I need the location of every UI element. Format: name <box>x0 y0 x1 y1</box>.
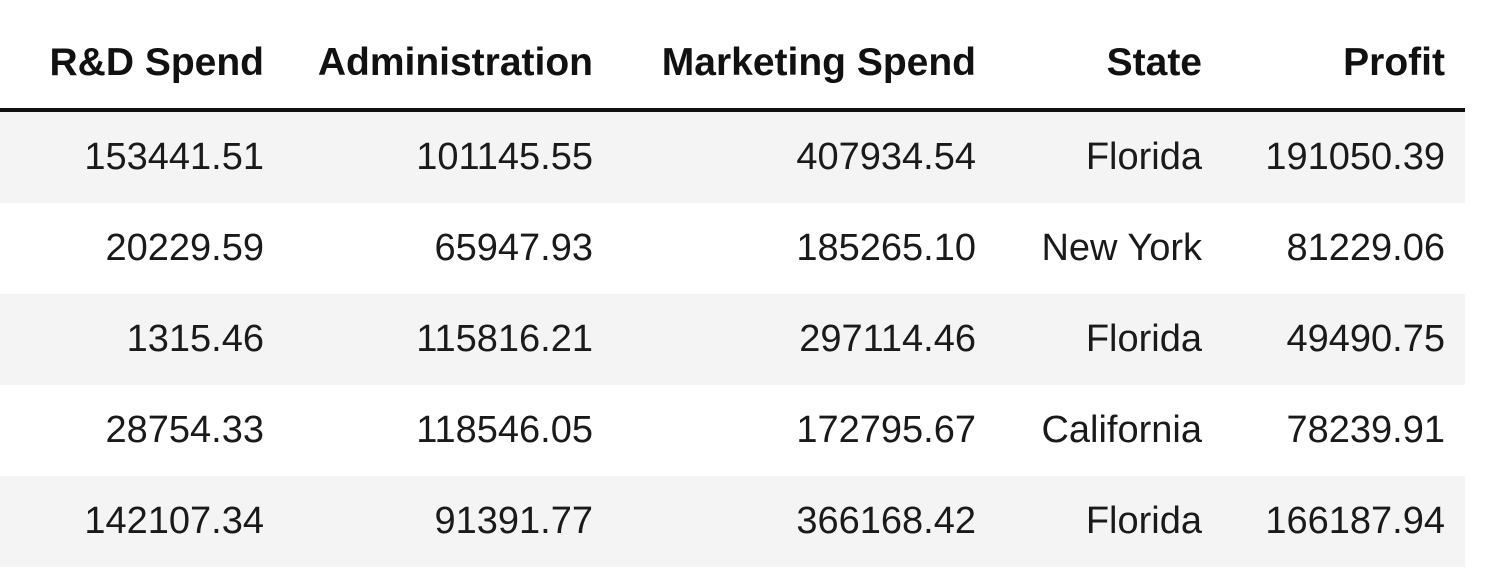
table-row: 153441.51 101145.55 407934.54 Florida 19… <box>0 110 1465 203</box>
cell-marketing-spend: 407934.54 <box>611 110 994 203</box>
cell-marketing-spend: 185265.10 <box>611 203 994 294</box>
column-header-marketing-spend: Marketing Spend <box>611 18 994 112</box>
column-header-administration: Administration <box>278 18 611 112</box>
cell-rd-spend: 153441.51 <box>0 110 278 203</box>
cell-state: Florida <box>994 110 1220 203</box>
cell-administration: 65947.93 <box>278 203 611 294</box>
table-body: 153441.51 101145.55 407934.54 Florida 19… <box>0 110 1465 567</box>
cell-marketing-spend: 297114.46 <box>611 294 994 385</box>
cell-rd-spend: 20229.59 <box>0 203 278 294</box>
column-header-profit: Profit <box>1220 18 1465 112</box>
cell-rd-spend: 1315.46 <box>0 294 278 385</box>
column-header-rd-spend: R&D Spend <box>0 18 278 112</box>
cell-administration: 115816.21 <box>278 294 611 385</box>
cell-profit: 49490.75 <box>1220 294 1465 385</box>
cell-administration: 101145.55 <box>278 110 611 203</box>
cell-state: California <box>994 385 1220 476</box>
data-table: R&D Spend Administration Marketing Spend… <box>0 18 1465 567</box>
cell-profit: 78239.91 <box>1220 385 1465 476</box>
cell-state: Florida <box>994 294 1220 385</box>
column-header-state: State <box>994 18 1220 112</box>
cell-administration: 91391.77 <box>278 476 611 567</box>
cell-marketing-spend: 366168.42 <box>611 476 994 567</box>
cell-profit: 191050.39 <box>1220 110 1465 203</box>
cell-marketing-spend: 172795.67 <box>611 385 994 476</box>
header-row: R&D Spend Administration Marketing Spend… <box>0 18 1465 112</box>
cell-state: Florida <box>994 476 1220 567</box>
cell-profit: 166187.94 <box>1220 476 1465 567</box>
cell-rd-spend: 142107.34 <box>0 476 278 567</box>
dataframe-output: R&D Spend Administration Marketing Spend… <box>0 18 1465 567</box>
cell-administration: 118546.05 <box>278 385 611 476</box>
cell-state: New York <box>994 203 1220 294</box>
table-row: 20229.59 65947.93 185265.10 New York 812… <box>0 203 1465 294</box>
cell-rd-spend: 28754.33 <box>0 385 278 476</box>
table-row: 142107.34 91391.77 366168.42 Florida 166… <box>0 476 1465 567</box>
table-header: R&D Spend Administration Marketing Spend… <box>0 18 1465 112</box>
table-row: 1315.46 115816.21 297114.46 Florida 4949… <box>0 294 1465 385</box>
cell-profit: 81229.06 <box>1220 203 1465 294</box>
table-row: 28754.33 118546.05 172795.67 California … <box>0 385 1465 476</box>
